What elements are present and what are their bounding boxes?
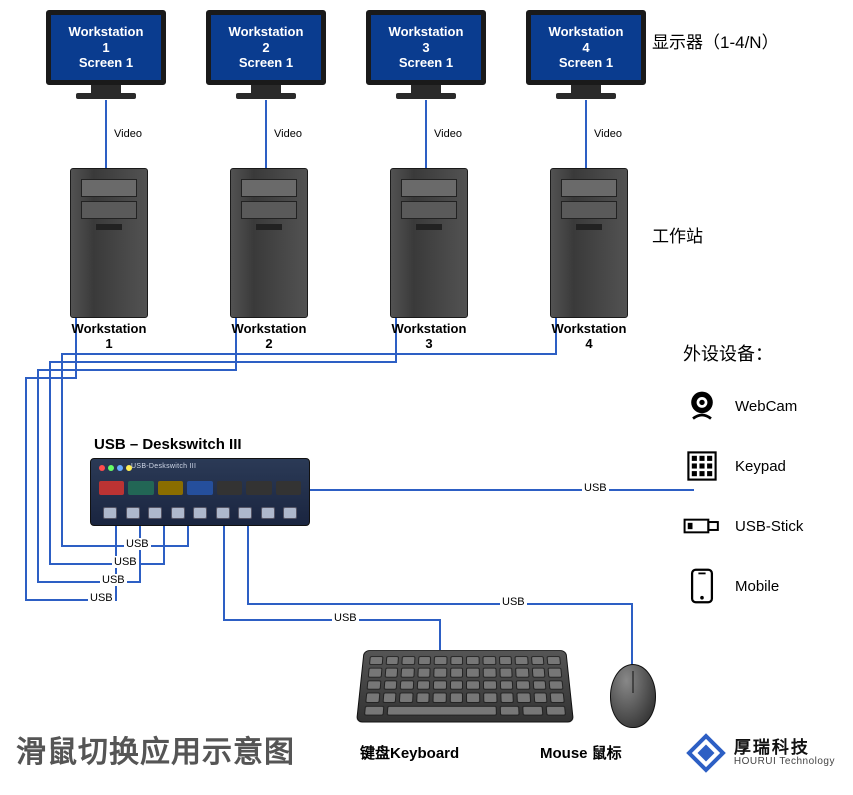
peripheral-webcam: WebCam bbox=[683, 376, 833, 436]
peripheral-usbstick: USB-Stick bbox=[683, 496, 833, 556]
mouse-label: Mouse 鼠标 bbox=[540, 742, 622, 763]
webcam-icon bbox=[683, 387, 721, 425]
peripheral-label: Mobile bbox=[735, 578, 779, 595]
mobile-icon bbox=[683, 567, 721, 605]
wire-label: USB bbox=[112, 556, 139, 568]
wire-label: USB bbox=[500, 596, 527, 608]
wire-label: USB bbox=[124, 538, 151, 550]
peripheral-mobile: Mobile bbox=[683, 556, 833, 616]
peripheral-label: Keypad bbox=[735, 458, 786, 475]
keyboard bbox=[356, 650, 574, 722]
wire-label: Video bbox=[432, 128, 464, 140]
monitor-2: Workstation2Screen 1 bbox=[206, 10, 326, 99]
peripheral-label: WebCam bbox=[735, 398, 797, 415]
usb-deskswitch: USB – Deskswitch III USB-Deskswitch III bbox=[90, 458, 310, 526]
monitor-4: Workstation4Screen 1 bbox=[526, 10, 646, 99]
peripherals-list: 外设设备： WebCam Keypad USB-Stick Mobile bbox=[683, 340, 833, 616]
usbstick-icon bbox=[683, 507, 721, 545]
brand-logo: 厚瑞科技 HOURUI Technology bbox=[686, 733, 835, 773]
keypad-icon bbox=[683, 447, 721, 485]
wire-label: USB bbox=[582, 482, 609, 494]
wire-label: USB bbox=[88, 592, 115, 604]
peripheral-keypad: Keypad bbox=[683, 436, 833, 496]
logo-text-cn: 厚瑞科技 bbox=[734, 739, 835, 757]
workstation-1: Workstation1 bbox=[70, 168, 148, 352]
wire-label: USB bbox=[332, 612, 359, 624]
monitor-1: Workstation1Screen 1 bbox=[46, 10, 166, 99]
diagram-title: 滑鼠切换应用示意图 bbox=[16, 727, 295, 771]
keyboard-label: 键盘Keyboard bbox=[360, 742, 459, 763]
switch-body-text: USB-Deskswitch III bbox=[131, 463, 196, 470]
workstation-4: Workstation4 bbox=[550, 168, 628, 352]
logo-icon bbox=[686, 733, 726, 773]
wire-label: USB bbox=[100, 574, 127, 586]
wire-label: Video bbox=[272, 128, 304, 140]
monitor-3: Workstation3Screen 1 bbox=[366, 10, 486, 99]
wire-label: Video bbox=[112, 128, 144, 140]
peripheral-label: USB-Stick bbox=[735, 518, 803, 535]
mouse bbox=[610, 664, 656, 728]
annot-monitors: 显示器（1-4/N） bbox=[652, 28, 779, 53]
annot-towers: 工作站 bbox=[652, 222, 703, 247]
peripherals-title: 外设设备： bbox=[683, 340, 833, 366]
logo-text-en: HOURUI Technology bbox=[734, 757, 835, 768]
wire-label: Video bbox=[592, 128, 624, 140]
workstation-3: Workstation3 bbox=[390, 168, 468, 352]
switch-title: USB – Deskswitch III bbox=[94, 436, 242, 453]
workstation-2: Workstation2 bbox=[230, 168, 308, 352]
